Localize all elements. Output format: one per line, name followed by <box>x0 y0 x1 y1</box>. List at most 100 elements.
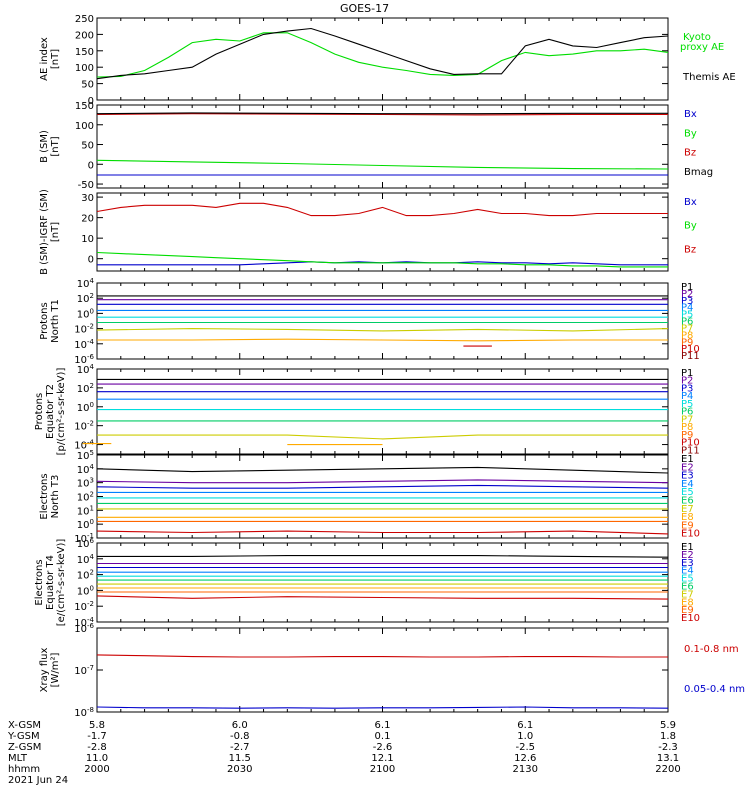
y-tick-label: 100 <box>77 401 94 414</box>
legend-entry: P5 <box>681 310 693 321</box>
legend-entry: P10 <box>681 438 700 449</box>
y-tick-label: 10 <box>81 234 94 245</box>
legend-entry: Bx <box>684 109 697 120</box>
y-axis-label: Equator T4 <box>45 555 56 610</box>
legend-entry: P2 <box>681 376 693 387</box>
legend-entry: P7 <box>681 414 693 425</box>
series-bz-line <box>96 113 668 116</box>
panel-8-frame <box>96 627 669 713</box>
series-0-05-0-4-nm-line <box>96 706 669 709</box>
legend-entry: E4 <box>681 479 694 490</box>
series-bz-line <box>96 202 668 217</box>
series-p8-line <box>82 443 383 446</box>
y-tick-label: 50 <box>81 80 94 91</box>
y-tick-label: 10-7 <box>74 664 94 677</box>
legend-entry: P2 <box>681 289 693 300</box>
legend-entry: P8 <box>681 330 693 341</box>
legend-entry: Bz <box>684 148 696 159</box>
series-by-line <box>96 251 668 268</box>
legend-entry: Bz <box>684 244 696 255</box>
y-tick-label: 100 <box>77 584 94 597</box>
y-axis-label: B (SM) <box>39 130 50 163</box>
series-bmag-line <box>96 112 668 115</box>
series-p8-line <box>97 338 668 342</box>
legend-entry: P4 <box>681 391 693 402</box>
x-row-value: 12.1 <box>371 753 393 764</box>
y-tick-label: 101 <box>77 504 94 517</box>
y-axis-label: Equator T2 <box>45 384 56 439</box>
x-row-value: -2.6 <box>373 742 393 753</box>
x-row-value: -0.8 <box>230 731 250 742</box>
legend-entry: P1 <box>681 368 693 379</box>
y-axis-label: [p/(cm²-s-sr-keV)] <box>56 368 67 456</box>
y-tick-label: 104 <box>77 277 95 290</box>
x-row-value: 6.0 <box>232 720 248 731</box>
y-tick-label: 200 <box>75 30 94 41</box>
x-row-value: 2130 <box>513 764 538 775</box>
x-row-value: 11.5 <box>229 753 251 764</box>
series-e1-line <box>97 555 669 558</box>
legend-entry: By <box>684 128 697 139</box>
y-tick-label: 100 <box>77 307 94 320</box>
y-tick-label: 100 <box>75 121 94 132</box>
y-tick-label: 10-8 <box>74 706 94 719</box>
y-axis-label: [W/m²] <box>50 652 61 687</box>
legend-entry: E8 <box>681 597 694 608</box>
legend-entry: E1 <box>681 542 694 553</box>
legend-entry: P11 <box>681 351 700 362</box>
y-tick-label: 10-1 <box>74 532 94 545</box>
legend-entry: E6 <box>681 496 694 507</box>
series-p7-line <box>97 434 668 440</box>
x-row-value: 2200 <box>655 764 680 775</box>
y-tick-label: 10-6 <box>74 622 94 635</box>
x-row-value: 0.1 <box>375 731 391 742</box>
x-row-value: 11.0 <box>86 753 108 764</box>
legend-entry: P7 <box>681 323 693 334</box>
x-row-value: -1.7 <box>87 731 107 742</box>
series-e3-line <box>96 484 669 489</box>
y-tick-label: -50 <box>78 180 94 191</box>
legend-entry: 0.05-0.4 nm <box>684 684 745 695</box>
x-row-value: 2100 <box>370 764 395 775</box>
x-row-value: 6.1 <box>517 720 533 731</box>
legend-entry: E8 <box>681 512 694 523</box>
y-tick-label: 102 <box>77 292 94 305</box>
series-e10-line <box>96 530 669 535</box>
y-axis-label: Protons <box>34 393 45 430</box>
y-tick-label: 102 <box>77 382 94 395</box>
legend-entry: E6 <box>681 582 694 593</box>
x-row-value: -2.3 <box>658 742 678 753</box>
y-tick-label: 10-4 <box>74 338 94 351</box>
series-e10-line <box>96 595 669 600</box>
legend-entry: P4 <box>681 303 693 314</box>
legend-entry: E10 <box>681 613 700 624</box>
y-tick-label: 100 <box>77 518 94 531</box>
y-tick-label: 30 <box>81 193 94 204</box>
legend-entry: E2 <box>681 462 694 473</box>
x-row-value: 5.8 <box>89 720 105 731</box>
y-tick-label: 10-4 <box>74 439 94 452</box>
y-tick-label: 104 <box>77 553 95 566</box>
y-tick-label: 150 <box>75 101 94 112</box>
panel-6-frame <box>96 454 669 539</box>
x-row-value: 2000 <box>84 764 109 775</box>
legend-entry: P11 <box>681 445 700 456</box>
legend-entry: E3 <box>681 558 694 569</box>
series-kyoto-proxy-ae-line <box>96 32 669 78</box>
x-row-value: -2.5 <box>515 742 535 753</box>
panel-5-frame <box>96 368 669 455</box>
y-axis-label: Xray flux <box>39 648 50 693</box>
y-tick-label: 104 <box>77 463 95 476</box>
legend-entry: E10 <box>681 529 700 540</box>
date-label: 2021 Jun 24 <box>8 775 68 786</box>
x-row-value: 2030 <box>227 764 252 775</box>
legend-entry: P5 <box>681 399 693 410</box>
x-row-value: 13.1 <box>657 753 679 764</box>
legend-entry: E2 <box>681 550 694 561</box>
legend-entry: P3 <box>681 383 693 394</box>
panel-7-frame <box>96 542 669 623</box>
x-row-label: Z-GSM <box>8 742 41 753</box>
x-row-label: MLT <box>8 753 28 764</box>
y-axis-label: [e/(cm²-s-sr-keV)] <box>56 539 67 627</box>
y-tick-label: 250 <box>75 14 94 25</box>
